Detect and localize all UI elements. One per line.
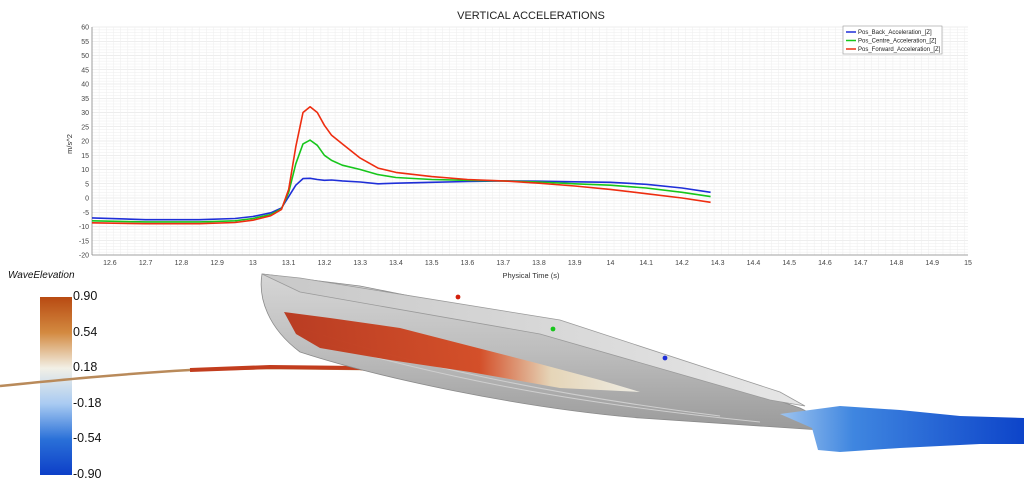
y-tick-label: -15	[79, 238, 89, 245]
y-tick-labels: -20 -15 -10 -5 0 5 10 15 20 25 30 35 40 45 50 55 60	[79, 25, 89, 260]
x-tick-label: 13.9	[568, 260, 582, 267]
y-tick-label: 5	[85, 181, 89, 188]
x-tick-label: 12.7	[139, 260, 153, 267]
vertical-accelerations-chart: VERTICAL ACCELERATIONS 12.6 12.7 12.8 12.9 1…	[65, 10, 972, 280]
wave-elevation-colorbar	[40, 297, 72, 475]
x-tick-label: 15	[964, 260, 972, 267]
back-sensor-point	[662, 355, 668, 361]
y-tick-label: 20	[81, 139, 89, 146]
y-axis-label: m/s^2	[65, 134, 74, 154]
x-tick-label: 14.7	[854, 260, 868, 267]
hull-wave-render	[0, 273, 1024, 452]
colorbar-tick-label: -0.18	[73, 395, 102, 410]
x-tick-label: 14	[607, 260, 615, 267]
y-tick-label: 25	[81, 124, 89, 131]
x-tick-label: 14.6	[818, 260, 832, 267]
x-tick-label: 13.8	[532, 260, 546, 267]
y-tick-label: 40	[81, 82, 89, 89]
colorbar-tick-label: 0.18	[73, 360, 98, 375]
x-tick-label: 12.9	[210, 260, 224, 267]
legend-entry: Pos_Centre_Acceleration_[Z]	[858, 39, 937, 45]
bow-wake	[780, 406, 1024, 452]
colorbar-tick-label: -0.90	[73, 467, 102, 481]
x-tick-label: 13.4	[389, 260, 403, 267]
legend-entry: Pos_Back_Acceleration_[Z]	[858, 30, 932, 36]
chart-series	[91, 106, 711, 225]
x-tick-labels: 12.6 12.7 12.8 12.9 13 13.1 13.2 13.3 13.4 13.5 13…	[103, 260, 972, 267]
y-tick-label: -5	[83, 210, 89, 217]
x-tick-label: 13.7	[496, 260, 510, 267]
y-tick-label: -10	[79, 224, 89, 231]
y-tick-label: 45	[81, 67, 89, 74]
x-tick-label: 13.1	[282, 260, 296, 267]
x-tick-label: 14.3	[711, 260, 725, 267]
y-tick-label: 60	[81, 25, 89, 32]
colorbar-tick-label: 0.90	[73, 289, 98, 303]
y-tick-label: 50	[81, 53, 89, 60]
chart-grid	[91, 26, 968, 256]
x-tick-label: 13.3	[353, 260, 367, 267]
colorbar-tick-label: -0.54	[73, 431, 102, 446]
x-tick-label: 13.2	[318, 260, 332, 267]
y-tick-label: 10	[81, 167, 89, 174]
chart-legend: Pos_Back_Acceleration_[Z] Pos_Centre_Acce…	[842, 25, 943, 55]
x-tick-label: 14.5	[782, 260, 796, 267]
series-line-0	[91, 177, 711, 221]
x-tick-label: 14.2	[675, 260, 689, 267]
x-tick-label: 12.6	[103, 260, 117, 267]
x-tick-label: 12.8	[175, 260, 189, 267]
chart-axes	[91, 27, 968, 256]
forward-sensor-point	[455, 294, 461, 300]
series-line-2	[91, 106, 711, 225]
hull-body	[260, 273, 831, 431]
x-tick-label: 13.5	[425, 260, 439, 267]
x-axis-label: Physical Time (s)	[502, 271, 560, 280]
x-tick-label: 14.1	[639, 260, 653, 267]
x-tick-label: 13.6	[461, 260, 475, 267]
y-tick-label: 35	[81, 96, 89, 103]
centre-sensor-point	[550, 326, 556, 332]
hull-wave-contact	[284, 312, 640, 392]
x-tick-label: 14.9	[925, 260, 939, 267]
free-surface-line	[0, 366, 421, 388]
colorbar-title: WaveElevation	[8, 270, 75, 281]
y-tick-label: 0	[85, 196, 89, 203]
legend-box	[842, 25, 943, 55]
y-tick-label: 55	[81, 39, 89, 46]
x-tick-label: 13	[249, 260, 257, 267]
hull-deck	[261, 273, 806, 407]
series-line-1	[91, 139, 711, 223]
y-tick-label: 30	[81, 110, 89, 117]
chart-title: VERTICAL ACCELERATIONS	[457, 10, 605, 22]
y-tick-label: 15	[81, 153, 89, 160]
x-tick-label: 14.4	[747, 260, 761, 267]
legend-entry: Pos_Forward_Acceleration_[Z]	[858, 47, 941, 53]
x-tick-label: 14.8	[890, 260, 904, 267]
y-tick-label: -20	[79, 253, 89, 260]
colorbar-tick-label: 0.54	[73, 324, 98, 339]
